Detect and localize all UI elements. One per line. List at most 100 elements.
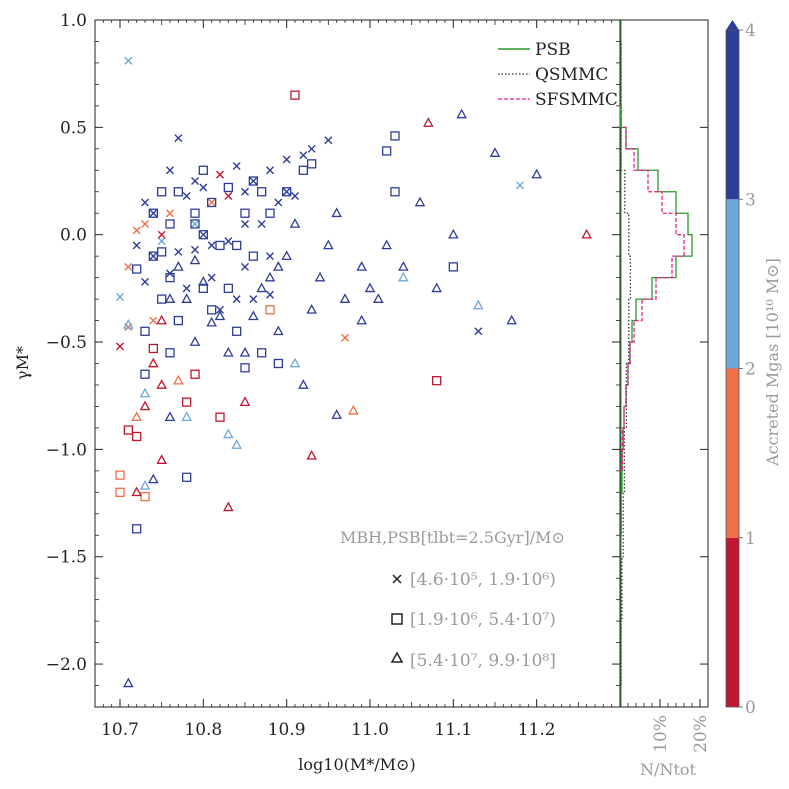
scatter-point-square [157, 294, 167, 304]
scatter-point-square [123, 425, 133, 435]
scatter-point-triangle [239, 396, 251, 406]
scatter-point-triangle [489, 147, 501, 157]
colorbar: 0 1 2 3 4 [725, 20, 756, 718]
scatter-point-square [165, 219, 175, 229]
scatter-point-triangle [139, 400, 151, 411]
marker-legend-square-label: [1.9·10⁶, 5.4·10⁷) [410, 610, 556, 630]
scatter-point-x [149, 209, 158, 218]
scatter-point-square [140, 326, 150, 336]
histogram-series-psb [619, 105, 693, 536]
scatter-point-triangle [581, 228, 592, 239]
scatter-point-x [241, 187, 249, 196]
legend-psb-label: PSB [535, 40, 571, 60]
scatter-point-x [266, 290, 274, 299]
scatter-point-triangle [223, 346, 234, 357]
scatter-point-square [265, 208, 275, 218]
scatter-point-x [516, 181, 524, 190]
scatter-point-triangle [223, 428, 234, 439]
scatter-point-square [140, 491, 150, 502]
scatter-point-x [141, 219, 149, 228]
scatter-point-square [382, 146, 392, 156]
scatter-point-x [224, 237, 233, 246]
colorbar-segment [726, 199, 739, 369]
scatter-point-x [282, 155, 291, 164]
scatter-point-x [166, 209, 174, 218]
scatter-point-x [157, 230, 166, 239]
scatter-point-square [223, 283, 233, 294]
colorbar-tick-label: 0 [745, 698, 756, 718]
scatter-point-x [249, 177, 258, 186]
scatter-point-x [199, 183, 208, 192]
scatter-point-x [207, 198, 216, 207]
scatter-point-x [299, 151, 308, 160]
scatter-point-square [207, 305, 217, 315]
scatter-point-square [190, 208, 200, 218]
scatter-point-triangle [189, 254, 201, 265]
scatter-point-triangle [156, 379, 167, 389]
scatter-point-triangle [189, 336, 201, 346]
scatter-point-triangle [398, 271, 409, 282]
scatter-point-x [307, 144, 316, 153]
scatter-point-x [191, 177, 199, 186]
scatter-point-x [341, 333, 349, 342]
scatter-point-square [132, 524, 142, 534]
scatter-point-square [390, 131, 400, 141]
scatter-point-x [216, 170, 224, 179]
scatter-point-x [149, 252, 158, 261]
scatter-point-triangle [131, 486, 142, 497]
scatter-point-triangle [173, 374, 184, 385]
scatter-point-x [324, 136, 333, 145]
scatter-point-triangle [314, 271, 326, 282]
scatter-point-square [248, 251, 258, 261]
scatter-point-x [132, 226, 141, 235]
scatter-point-triangle [264, 271, 276, 282]
scatter-point-square [173, 187, 183, 197]
histogram-x-label: N/Ntot [640, 760, 696, 779]
marker-legend-x-label: [4.6·10⁵, 1.9·10⁶) [410, 570, 556, 590]
colorbar-tick-label: 1 [745, 529, 756, 549]
scatter-point-triangle [306, 303, 317, 314]
scatter-point-triangle [356, 314, 367, 325]
scatter-point-x [166, 166, 174, 175]
scatter-point-square [182, 472, 192, 482]
main-plot-frame [94, 19, 621, 708]
scatter-point-triangle [398, 261, 409, 271]
scatter-point-square [282, 187, 292, 197]
scatter-point-triangle [298, 379, 309, 389]
scatter-point-x [199, 230, 208, 239]
scatter-point-triangle [156, 454, 167, 464]
scatter-point-triangle [531, 168, 542, 179]
scatter-point-square [432, 376, 442, 386]
colorbar-segment [726, 368, 739, 538]
scatter-point-triangle [139, 480, 151, 490]
scatter-point-x [274, 198, 283, 207]
scatter-point-triangle [164, 411, 176, 422]
marker-legend: MBH,PSB[tlbt=2.5Gyr]/M⊙ [4.6·10⁵, 1.9·10… [340, 528, 565, 671]
scatter-point-square [140, 369, 150, 379]
scatter-point-x [141, 198, 149, 207]
scatter-point-square [115, 487, 125, 497]
scatter-point-x [224, 192, 233, 201]
x-tick-label: 11.2 [518, 720, 556, 740]
scatter-point-square [240, 208, 250, 218]
scatter-point-square [215, 240, 225, 251]
scatter-point-x [182, 284, 191, 293]
scatter-point-square [148, 343, 158, 354]
scatter-point-triangle [214, 310, 226, 321]
marker-legend-square-icon [391, 613, 403, 625]
scatter-point-x [191, 219, 199, 228]
histogram-panel-frame [619, 19, 709, 708]
x-tick-label: 10.7 [101, 720, 139, 740]
scatter-point-triangle [131, 411, 142, 422]
scatter-point-square [257, 187, 267, 197]
scatter-point-x [182, 192, 191, 201]
scatter-point-square [182, 397, 192, 407]
marker-legend-triangle-icon [390, 651, 404, 663]
scatter-point-square [232, 326, 242, 336]
scatter-point-square [390, 187, 400, 197]
x-tick-label: 11.0 [351, 720, 389, 740]
scatter-point-x [207, 241, 216, 250]
x-tick-label: 10.9 [268, 720, 306, 740]
scatter-point-square [198, 283, 208, 294]
